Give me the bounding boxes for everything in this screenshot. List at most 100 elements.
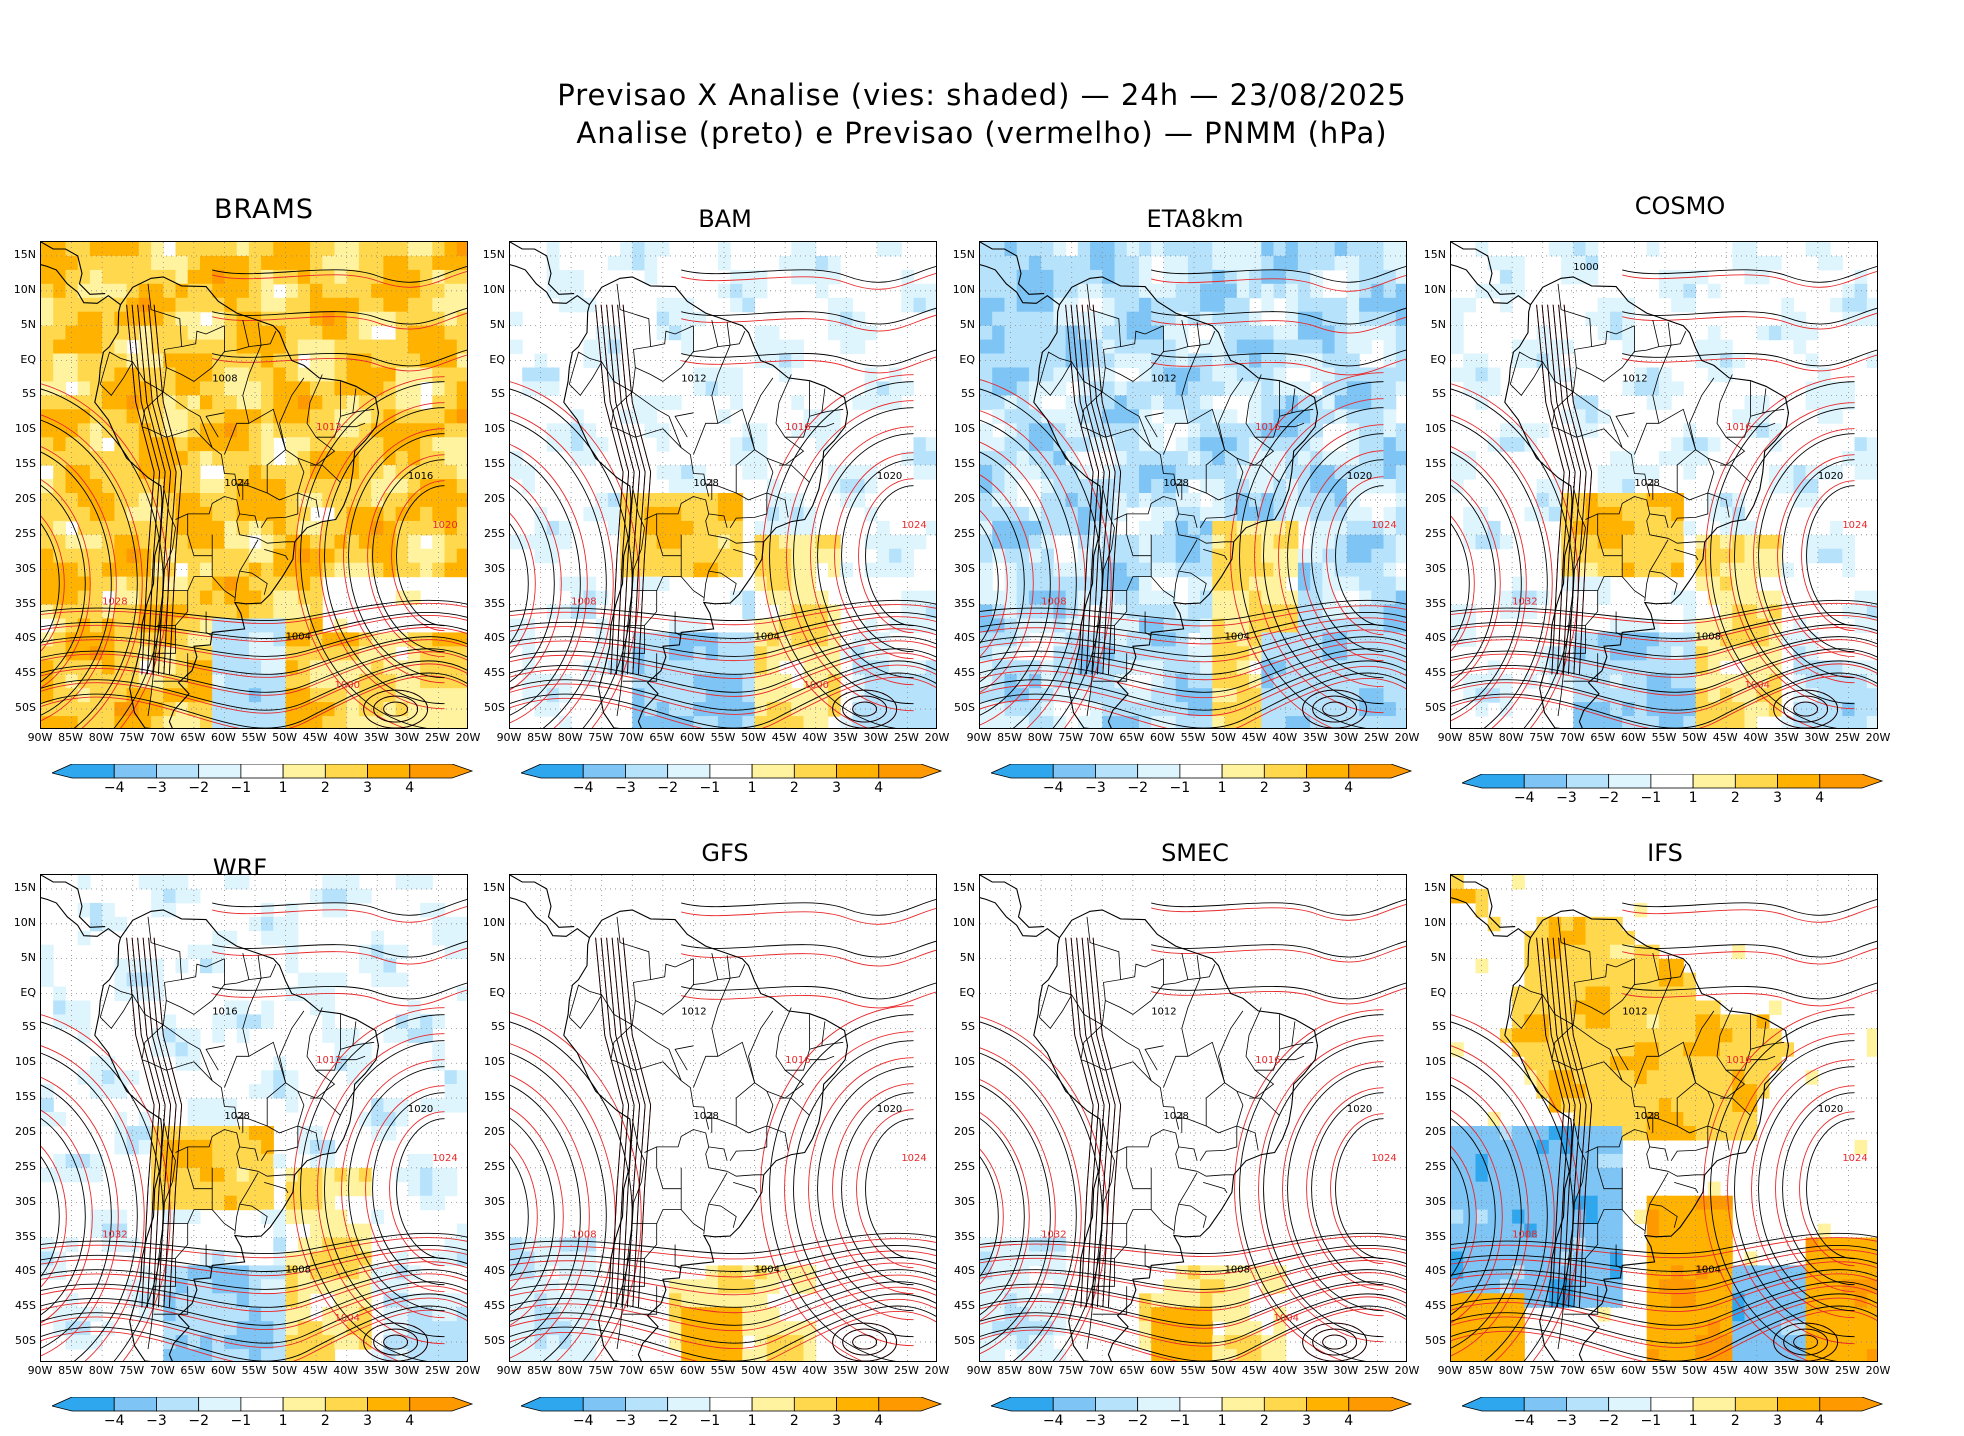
isobar-forecast [510,664,936,715]
bias-cell [273,1223,287,1239]
bias-cell [1151,283,1164,299]
bias-cell [89,437,103,452]
lon-tick-label: 20W [1394,731,1420,744]
bias-cell [175,1181,189,1197]
bias-cell [717,255,731,271]
bias-cell [1065,604,1079,619]
bias-cell [1139,479,1152,494]
bias-cell [456,1084,467,1099]
colorbar-label: 3 [1773,790,1783,806]
bias-cell [901,451,915,466]
border-line [224,1041,286,1088]
bias-cell [1004,548,1018,564]
lat-tick-label: 5S [22,387,36,401]
bias-cell [444,1237,458,1252]
bias-cell [571,1265,584,1280]
bias-cell [456,716,467,728]
bias-cell [41,409,54,424]
bias-cell [1114,395,1128,410]
bias-cell [1854,702,1868,717]
bias-cell [1371,255,1385,271]
bias-cell [1151,534,1164,550]
bias-cell [89,242,103,257]
bias-cell [1658,548,1672,564]
border-line [610,1059,636,1071]
bias-cell [273,688,287,703]
bias-cell [236,604,250,619]
bias-cell [754,688,768,703]
bias-cell [1200,716,1213,728]
bias-cell [1744,604,1758,619]
bias-cell [1487,660,1501,675]
bias-cell [407,1349,421,1361]
bias-cell [236,875,250,890]
bias-cell [1671,548,1684,564]
bias-cell [358,674,372,689]
bias-cell [371,493,384,508]
bias-cell [791,395,805,410]
border-line [1591,325,1635,347]
bias-cell [175,255,189,271]
bias-cell [187,1265,201,1280]
border-line [223,958,250,985]
bias-cell [1200,409,1213,424]
bias-cell [705,1307,719,1322]
bias-cell [358,632,372,647]
isobar-analysis [769,381,914,728]
bias-cell [1322,339,1336,355]
bias-cell [395,548,409,564]
bias-cell [1151,660,1164,675]
bias-cell [138,674,152,689]
bias-cell [163,493,177,508]
bias-cell [444,395,458,410]
bias-cell [1646,688,1660,703]
bias-cell [248,339,262,355]
bias-cell [1359,409,1372,424]
bias-cell [297,972,311,988]
bias-cell [77,381,91,396]
bias-cell [310,297,323,313]
bias-cell [432,381,446,396]
bias-cell [261,646,274,661]
bias-cell [1346,506,1360,522]
bias-cell [1768,632,1782,647]
bias-cell [925,590,936,606]
bias-cell [456,646,467,661]
bias-cell [444,297,458,313]
bias-cell [273,1293,287,1308]
bias-cell [803,548,817,564]
bias-cell [1077,632,1091,647]
bias-cell [558,688,572,703]
bias-cell [163,576,177,592]
bias-cell [383,562,397,578]
bias-cell [1041,311,1054,327]
isobar-forecast [41,1236,467,1259]
isobar-analysis [980,648,1406,693]
bias-cell [1585,395,1599,410]
contour-label: 1032 [102,1230,127,1241]
bias-cell [1236,381,1250,396]
bias-cell [322,339,336,355]
bias-cell [1720,506,1733,522]
bias-cell [432,688,446,703]
lon-tick-label: 50W [272,1364,297,1377]
bias-cell [1744,716,1758,728]
bias-cell [632,409,646,424]
bias-cell [925,437,936,452]
bias-cell [1585,269,1599,285]
bias-cell [1053,590,1067,606]
bias-cell [212,493,225,508]
lon-tick-label: 65W [180,731,206,744]
bias-cell [200,590,213,606]
bias-cell [558,269,572,285]
bias-cell [126,548,140,564]
bias-cell [65,1000,79,1015]
border-line [1205,449,1244,501]
bias-cell [77,1321,91,1336]
bias-cell [1297,451,1311,466]
bias-cell [53,283,66,299]
bias-cell [175,646,189,661]
bias-cell [285,339,299,355]
isobar-analysis [1151,349,1406,367]
